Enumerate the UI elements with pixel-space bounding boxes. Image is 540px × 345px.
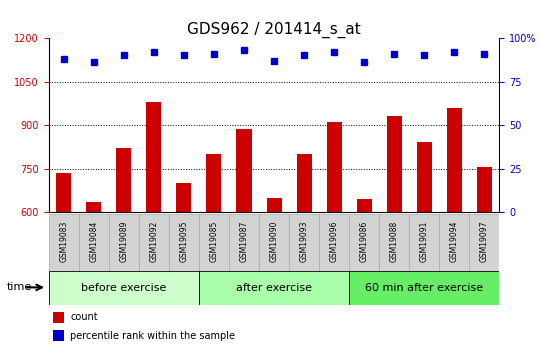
Bar [169,214,199,271]
Bar [296,154,312,212]
Text: GSM19091: GSM19091 [420,220,429,262]
Bar [56,173,71,212]
Bar [139,214,169,271]
Text: GSM19086: GSM19086 [360,220,369,262]
Bar [109,214,139,271]
Bar [146,102,161,212]
Bar [417,142,432,212]
Bar [409,214,440,271]
Text: 60 min after exercise: 60 min after exercise [365,283,483,293]
Bar [53,330,64,341]
Text: GSM19094: GSM19094 [450,220,459,262]
Bar [237,129,252,212]
Text: GSM19093: GSM19093 [300,220,308,262]
Bar [440,214,469,271]
Bar [199,271,349,305]
Text: GSM19096: GSM19096 [329,220,339,262]
Bar [199,214,229,271]
Bar [349,271,500,305]
Bar [477,167,492,212]
Bar [177,183,191,212]
Bar [206,154,221,212]
Text: GSM19095: GSM19095 [179,220,188,262]
Bar [267,198,281,212]
Text: GSM19087: GSM19087 [239,220,248,262]
Bar [319,214,349,271]
Bar [229,214,259,271]
Bar [49,271,199,305]
Text: GSM19089: GSM19089 [119,220,129,262]
Text: GSM19085: GSM19085 [210,220,218,262]
Bar [49,214,79,271]
Text: before exercise: before exercise [81,283,166,293]
Bar [289,214,319,271]
Text: GSM19084: GSM19084 [89,220,98,262]
Title: GDS962 / 201414_s_at: GDS962 / 201414_s_at [187,22,361,38]
Bar [53,312,64,323]
Text: GSM19097: GSM19097 [480,220,489,262]
Text: percentile rank within the sample: percentile rank within the sample [70,331,235,341]
Bar [349,214,379,271]
Bar [86,202,101,212]
Text: GSM19088: GSM19088 [390,220,399,262]
Bar [357,199,372,212]
Text: time: time [6,283,32,292]
Bar [387,116,402,212]
Bar [79,214,109,271]
Text: GSM19083: GSM19083 [59,220,68,262]
Bar [469,214,500,271]
Text: after exercise: after exercise [236,283,312,293]
Text: GSM19090: GSM19090 [269,220,279,262]
Text: count: count [70,312,98,322]
Bar [447,108,462,212]
Text: GSM19092: GSM19092 [149,220,158,262]
Bar [116,148,131,212]
Bar [379,214,409,271]
Bar [327,122,342,212]
Bar [259,214,289,271]
